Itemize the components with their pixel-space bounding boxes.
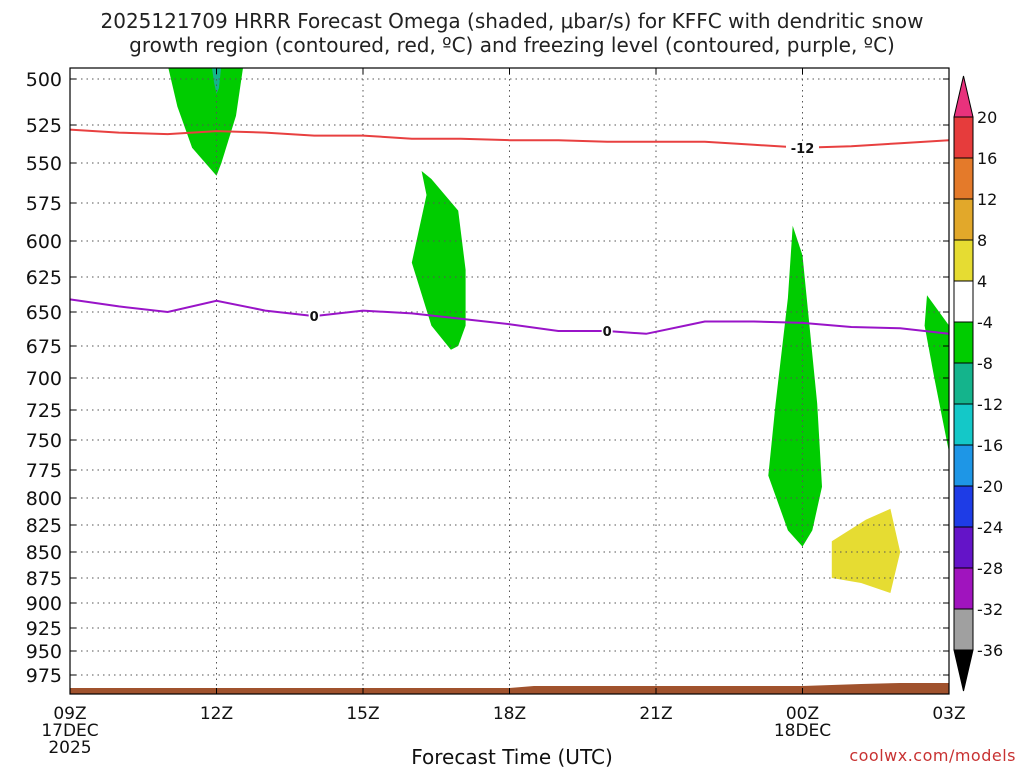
- site-credit[interactable]: coolwx.com/models: [849, 746, 1016, 765]
- colorbar-label-12: -32: [977, 600, 1003, 619]
- colorbar-swatch-5: [953, 280, 974, 323]
- y-tick-label-700: 700: [26, 368, 62, 390]
- x-tick-label-12Z: 12Z: [200, 704, 233, 724]
- colorbar-label-3: 8: [977, 231, 987, 250]
- colorbar-swatch-12: [953, 567, 974, 610]
- omega-region-teal-top-21z: [212, 68, 222, 94]
- y-tick-label-900: 900: [26, 593, 62, 615]
- omega-region-green-right-02z: [924, 295, 949, 452]
- y-tick-label-975: 975: [26, 665, 62, 687]
- y-tick-label-850: 850: [26, 542, 62, 564]
- omega-region-green-mid-1630z: [411, 171, 466, 350]
- y-tick-label-775: 775: [26, 460, 62, 482]
- x-tick-label-00Z: 00Z: [786, 704, 819, 724]
- colorbar-swatch-13: [953, 608, 974, 651]
- y-tick-label-725: 725: [26, 400, 62, 422]
- y-tick-label-875: 875: [26, 568, 62, 590]
- x-tick-label-18Z: 18Z: [493, 704, 526, 724]
- colorbar-label-13: -36: [977, 641, 1003, 660]
- colorbar-label-10: -24: [977, 518, 1003, 537]
- y-tick-label-950: 950: [26, 641, 62, 663]
- y-tick-label-825: 825: [26, 515, 62, 537]
- contour-label-dgz-minus12-0: -12: [791, 142, 815, 157]
- colorbar-label-6: -8: [977, 354, 993, 373]
- colorbar-swatch-11: [953, 526, 974, 569]
- colorbar-label-0: 20: [977, 108, 997, 127]
- colorbar-label-9: -20: [977, 477, 1003, 496]
- colorbar-label-4: 4: [977, 272, 987, 291]
- colorbar-swatch-10: [953, 485, 974, 528]
- y-tick-label-625: 625: [26, 267, 62, 289]
- colorbar-label-11: -28: [977, 559, 1003, 578]
- omega-region-green-tall-2330z: [768, 225, 822, 547]
- y-tick-label-525: 525: [26, 115, 62, 137]
- omega-region-yellow-01z: [831, 508, 901, 593]
- x-tick-label-09Z: 09Z: [53, 704, 86, 724]
- contour-label-bg-dgz-minus12-0: [786, 140, 819, 155]
- colorbar-label-5: -4: [977, 313, 993, 332]
- colorbar-label-2: 12: [977, 190, 997, 209]
- x-tick-label-03Z: 03Z: [932, 704, 965, 724]
- colorbar-label-1: 16: [977, 149, 997, 168]
- contour-label-freezing-level-0-1: 0: [603, 325, 612, 340]
- y-tick-label-925: 925: [26, 618, 62, 640]
- y-tick-label-575: 575: [26, 193, 62, 215]
- y-tick-label-600: 600: [26, 231, 62, 253]
- contour-label-bg-freezing-level-0-0: [308, 309, 320, 324]
- x-tick-date-09Z: 17DEC: [41, 721, 98, 741]
- y-tick-label-800: 800: [26, 488, 62, 510]
- y-tick-label-675: 675: [26, 336, 62, 358]
- chart-title-line2: growth region (contoured, red, ºC) and f…: [129, 33, 895, 57]
- x-tick-label-21Z: 21Z: [639, 704, 672, 724]
- x-tick-year-09Z: 2025: [48, 738, 91, 758]
- contour-label-bg-freezing-level-0-1: [601, 324, 613, 339]
- contour-label-freezing-level-0-0: 0: [310, 310, 319, 325]
- colorbar-arrow-top: [953, 75, 974, 118]
- y-tick-label-500: 500: [26, 69, 62, 91]
- colorbar-swatch-2: [953, 157, 974, 200]
- x-axis-label: Forecast Time (UTC): [411, 745, 613, 769]
- colorbar-swatch-8: [953, 403, 974, 446]
- colorbar-swatch-9: [953, 444, 974, 487]
- colorbar-swatch-4: [953, 239, 974, 282]
- colorbar-swatch-7: [953, 362, 974, 405]
- colorbar-arrow-bottom: [953, 649, 974, 692]
- colorbar-swatch-1: [953, 116, 974, 159]
- contour-freezing-level-0: [69, 298, 950, 335]
- x-tick-date-00Z: 18DEC: [774, 721, 831, 741]
- y-tick-label-550: 550: [26, 153, 62, 175]
- colorbar-swatch-6: [953, 321, 974, 364]
- y-tick-label-750: 750: [26, 430, 62, 452]
- colorbar-swatch-3: [953, 198, 974, 241]
- omega-region-green-top-21z: [168, 68, 243, 176]
- y-tick-label-650: 650: [26, 302, 62, 324]
- chart-title-line1: 2025121709 HRRR Forecast Omega (shaded, …: [100, 9, 924, 33]
- colorbar-label-7: -12: [977, 395, 1003, 414]
- x-tick-label-15Z: 15Z: [346, 704, 379, 724]
- colorbar-label-8: -16: [977, 436, 1003, 455]
